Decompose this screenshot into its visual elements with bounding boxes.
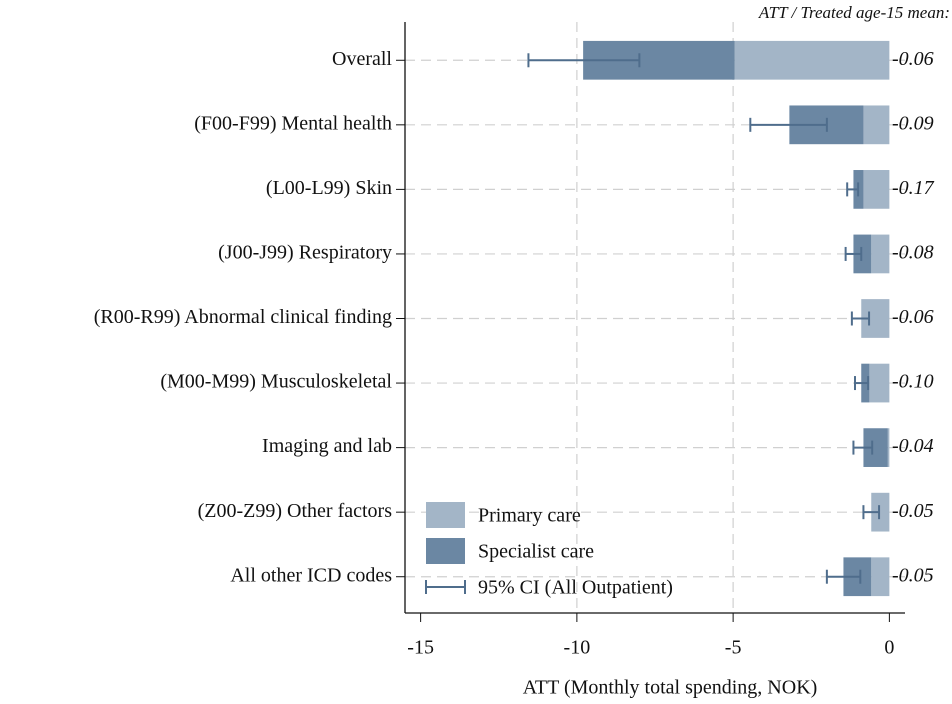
legend-swatch: [426, 538, 465, 564]
x-axis-title: ATT (Monthly total spending, NOK): [523, 677, 818, 699]
x-tick-label: -10: [564, 637, 591, 659]
x-tick-label: 0: [884, 637, 894, 659]
bar: [869, 363, 890, 403]
legend-swatch: [426, 502, 465, 528]
ratio-label: -0.06: [892, 48, 934, 70]
y-tick-label: (J00-J99) Respiratory: [218, 242, 392, 264]
ratio-label: -0.06: [892, 306, 934, 328]
y-tick-label: (R00-R99) Abnormal clinical finding: [94, 306, 392, 328]
y-tick-label: Imaging and lab: [262, 435, 392, 457]
y-tick-label: All other ICD codes: [230, 564, 392, 586]
legend-label: Specialist care: [478, 541, 594, 563]
y-tick-label: Overall: [332, 48, 392, 70]
ratio-label: -0.05: [892, 500, 934, 522]
ratio-label: -0.04: [892, 435, 934, 457]
ratio-label: -0.09: [892, 112, 934, 134]
y-tick-label: (L00-L99) Skin: [266, 177, 392, 199]
ratio-label: -0.10: [892, 371, 934, 393]
bar: [887, 428, 890, 467]
bar: [871, 234, 890, 274]
y-tick-label: (Z00-Z99) Other factors: [198, 500, 393, 522]
legend-label: 95% CI (All Outpatient): [478, 577, 673, 599]
ratio-label: -0.05: [892, 564, 934, 586]
bar: [871, 557, 890, 597]
ratio-label: -0.08: [892, 242, 934, 264]
x-tick-label: -15: [407, 637, 434, 659]
bar: [863, 105, 890, 145]
y-tick-label: (M00-M99) Musculoskeletal: [160, 371, 392, 393]
legend-label: Primary care: [478, 505, 581, 527]
bar: [734, 40, 890, 80]
ratio-label: -0.17: [892, 177, 935, 199]
x-tick-label: -5: [725, 637, 742, 659]
bar: [863, 170, 890, 209]
bar: [871, 492, 890, 532]
annotation-title: ATT / Treated age-15 mean:: [758, 3, 950, 22]
bar: [853, 234, 872, 274]
y-tick-label: (F00-F99) Mental health: [194, 112, 392, 134]
